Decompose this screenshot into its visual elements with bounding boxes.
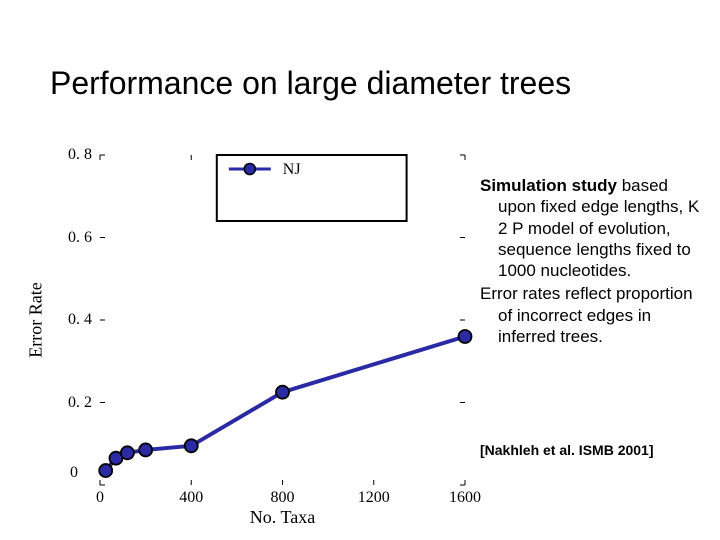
y-tick-label: 0. 6: [68, 229, 92, 247]
slide-title: Performance on large diameter trees: [50, 65, 670, 102]
chart-container: Error Rate NJ No. Taxa 0. 20. 40. 60. 80…: [30, 155, 470, 525]
plot-area: NJ: [100, 155, 465, 485]
body-para-2: Error rates reflect proportion of incorr…: [480, 283, 710, 347]
body-para-1: Simulation study based upon fixed edge l…: [480, 175, 710, 281]
citation: [Nakhleh et al. ISMB 2001]: [480, 442, 654, 458]
y-tick-label: 0. 2: [68, 394, 92, 412]
x-axis-label: No. Taxa: [100, 507, 465, 528]
y-axis-label: Error Rate: [26, 282, 47, 357]
x-tick-label: 400: [179, 489, 203, 507]
y-tick-label: 0. 8: [68, 146, 92, 164]
body-text: Simulation study based upon fixed edge l…: [480, 175, 710, 349]
plot-svg: NJ: [100, 155, 465, 485]
x-tick-label: 0: [96, 489, 104, 507]
y-tick-label: 0. 4: [68, 311, 92, 329]
legend-label: NJ: [283, 161, 301, 178]
x-tick-label: 800: [271, 489, 295, 507]
slide: { "title": "Performance on large diamete…: [0, 0, 720, 540]
x-tick-label: 1200: [358, 489, 390, 507]
x-tick-label: 1600: [449, 489, 481, 507]
y-tick-label: 0: [70, 464, 78, 482]
